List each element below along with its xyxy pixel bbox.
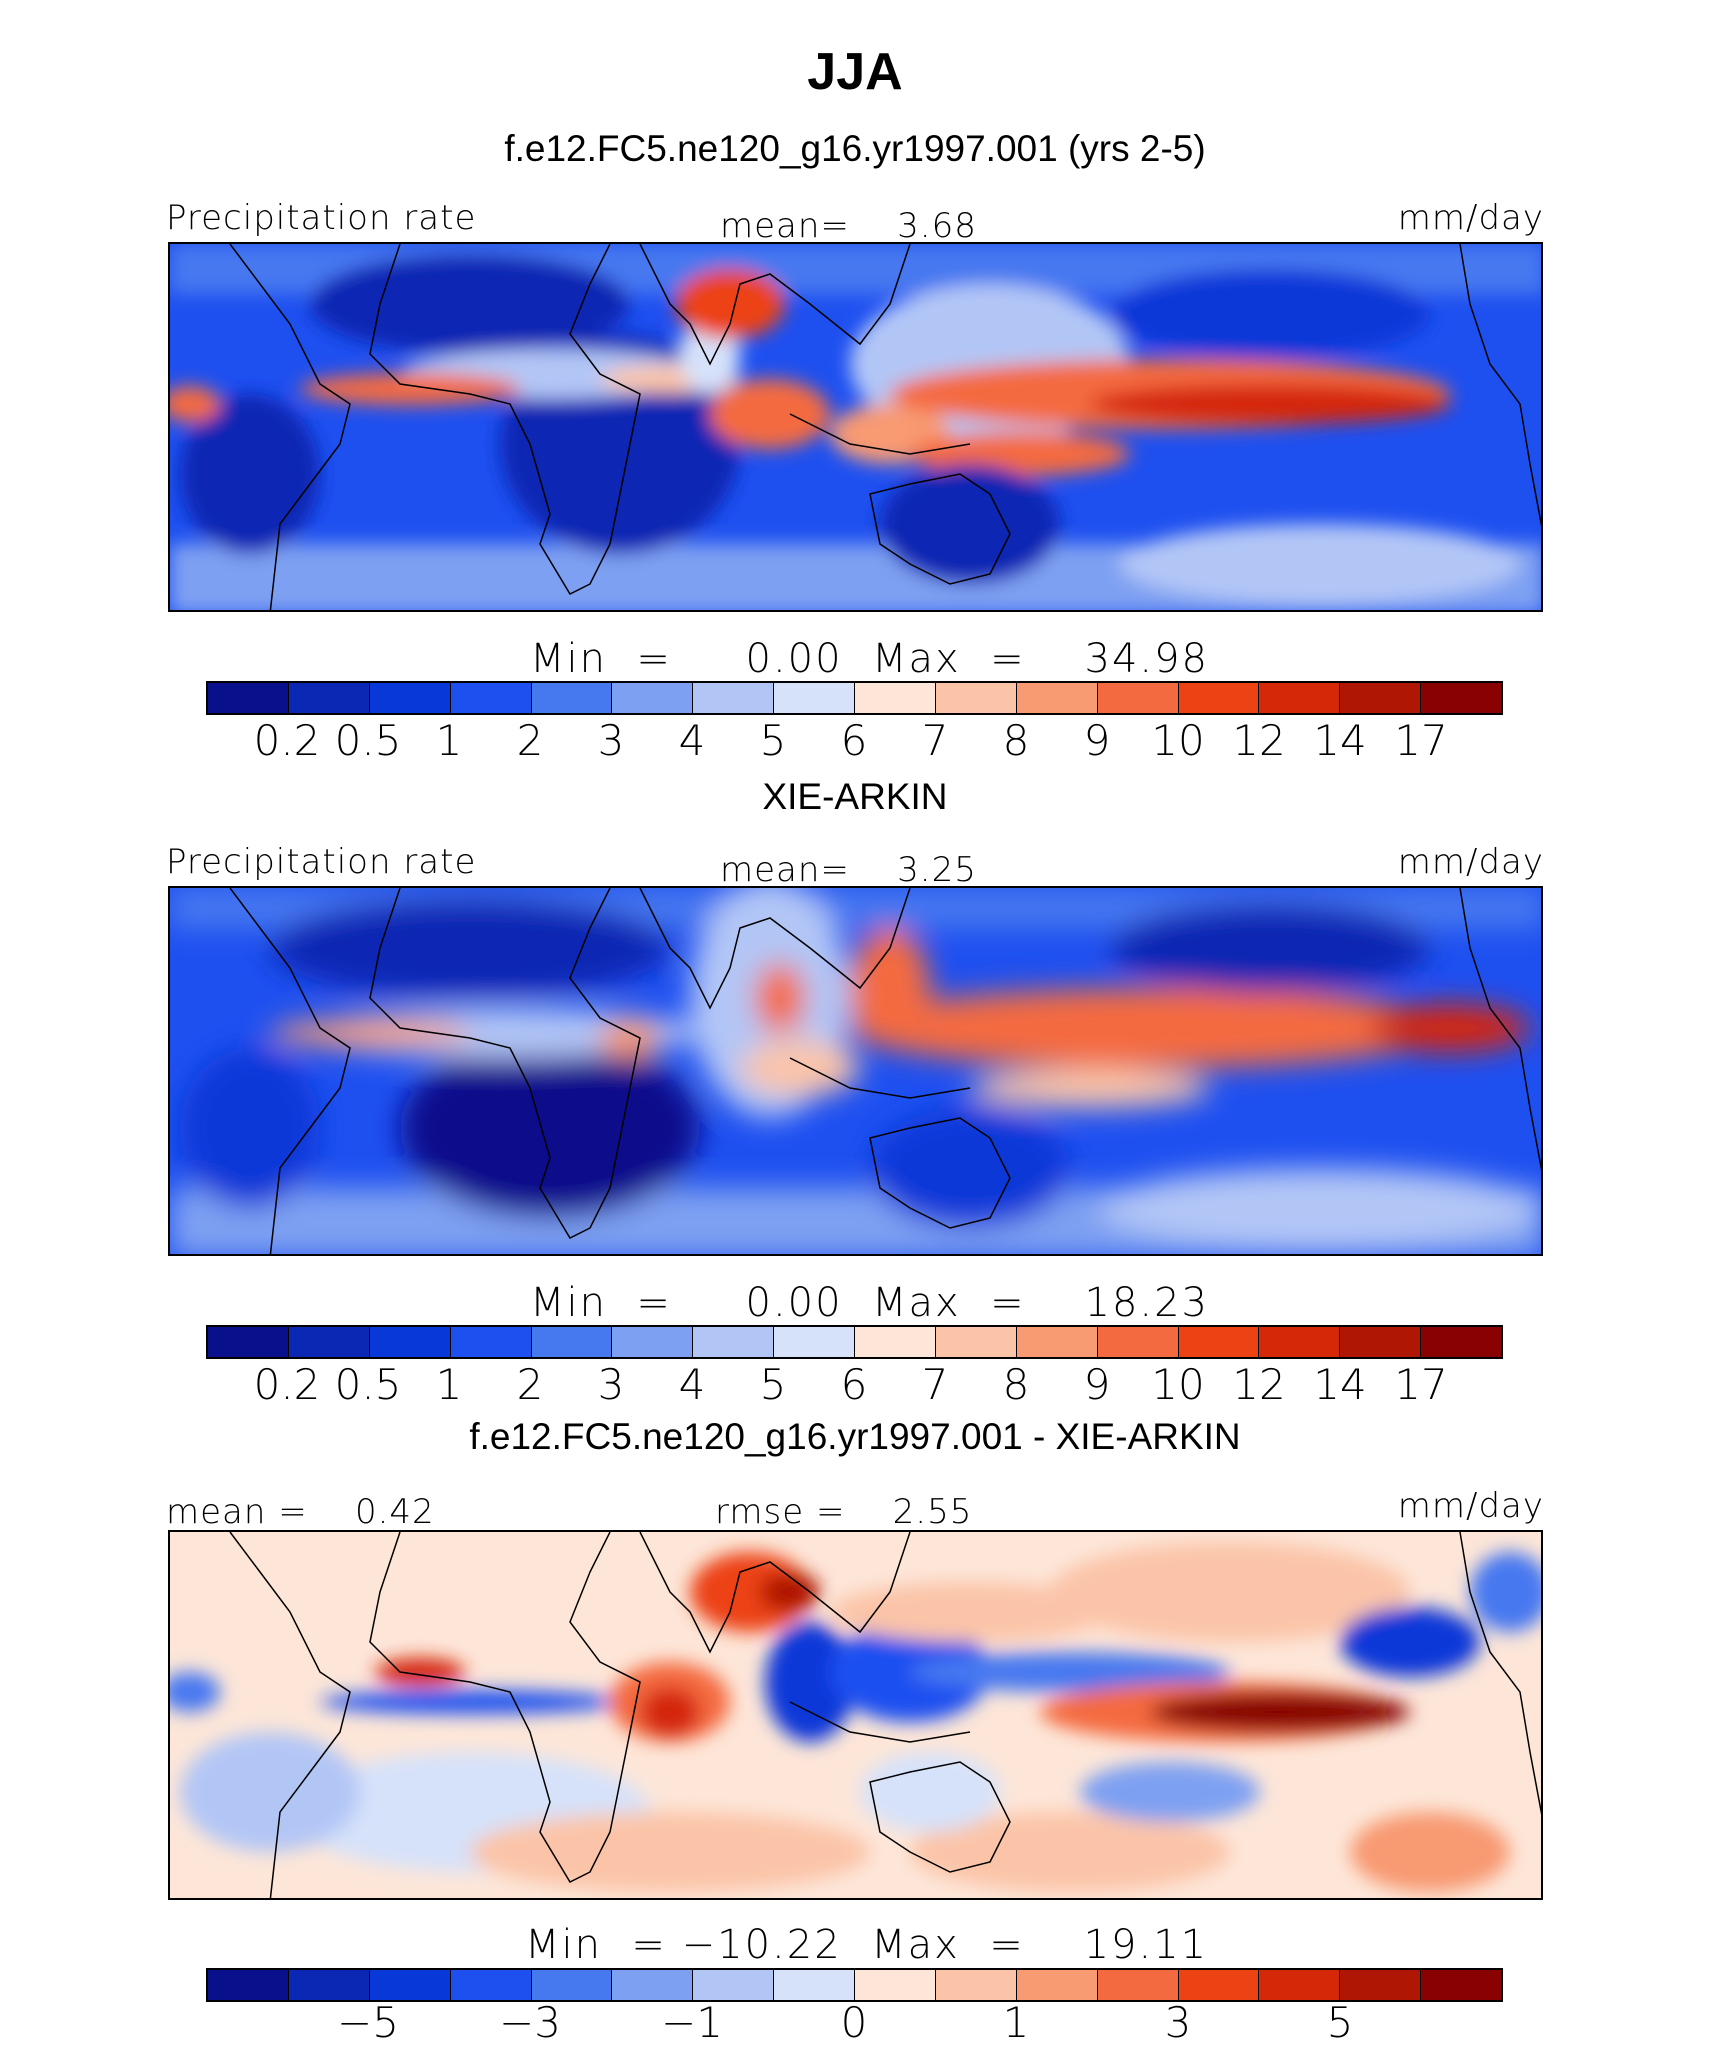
colorbar-tick: 14: [1313, 716, 1367, 765]
panel-3-title: f.e12.FC5.ne120_g16.yr1997.001 - XIE-ARK…: [469, 1416, 1241, 1457]
panel-2-min-max: Min = 0.00 Max = 18.23: [530, 1280, 1209, 1326]
colorbar-tick: 8: [1002, 716, 1030, 765]
panel-1-colorbar: [206, 681, 1503, 715]
colorbar-tick: 5: [1326, 1998, 1354, 2047]
colorbar-tick: 0: [840, 1998, 868, 2047]
panel-2-title: XIE-ARKIN: [762, 776, 948, 817]
colorbar-tick: 3: [597, 1360, 625, 1409]
colorbar-tick: 0.5: [334, 1360, 402, 1409]
panel-3-min-max: Min = −10.22 Max = 19.11: [525, 1922, 1209, 1968]
panel-3-rmse-label: rmse = 2.55: [715, 1492, 973, 1532]
colorbar-tick: 5: [759, 716, 787, 765]
colorbar-tick: 3: [1164, 1998, 1192, 2047]
colorbar-tick: 8: [1002, 1360, 1030, 1409]
colorbar-tick: 0.2: [253, 1360, 321, 1409]
panel-2-units-label: mm/day: [1397, 842, 1544, 882]
colorbar-tick: 1: [1002, 1998, 1030, 2047]
colorbar-tick: −1: [661, 1998, 723, 2047]
colorbar-tick: 9: [1083, 716, 1111, 765]
colorbar-tick: 10: [1151, 716, 1205, 765]
colorbar-tick: 12: [1232, 1360, 1286, 1409]
colorbar-tick: −3: [499, 1998, 561, 2047]
colorbar-tick: 14: [1313, 1360, 1367, 1409]
panel-1-map: [168, 242, 1543, 612]
panel-2-map: [168, 886, 1543, 1256]
panel-3-colorbar: [206, 1968, 1503, 2002]
colorbar-tick: 12: [1232, 716, 1286, 765]
colorbar-tick: 7: [921, 716, 949, 765]
colorbar-tick: 4: [678, 716, 706, 765]
colorbar-tick: 0.5: [334, 716, 402, 765]
panel-1-units-label: mm/day: [1397, 198, 1544, 238]
colorbar-tick: 17: [1394, 1360, 1448, 1409]
colorbar-tick: −5: [337, 1998, 399, 2047]
panel-1-variable-label: Precipitation rate: [166, 198, 477, 238]
colorbar-tick: 1: [435, 716, 463, 765]
colorbar-tick: 6: [840, 1360, 868, 1409]
colorbar-tick: 7: [921, 1360, 949, 1409]
panel-3-map: [168, 1530, 1543, 1900]
panel-3-mean-label: mean = 0.42: [166, 1492, 435, 1532]
colorbar-tick: 4: [678, 1360, 706, 1409]
figure-title: JJA: [807, 43, 903, 101]
colorbar-tick: 9: [1083, 1360, 1111, 1409]
colorbar-tick: 17: [1394, 716, 1448, 765]
colorbar-tick: 10: [1151, 1360, 1205, 1409]
panel-2-variable-label: Precipitation rate: [166, 842, 477, 882]
panel-1-min-max: Min = 0.00 Max = 34.98: [530, 636, 1209, 682]
colorbar-tick: 5: [759, 1360, 787, 1409]
panel-1-mean-label: mean= 3.68: [720, 206, 977, 246]
colorbar-tick: 1: [435, 1360, 463, 1409]
colorbar-tick: 0.2: [253, 716, 321, 765]
panel-1-title: f.e12.FC5.ne120_g16.yr1997.001 (yrs 2-5): [504, 128, 1206, 169]
colorbar-tick: 2: [516, 1360, 544, 1409]
colorbar-tick: 6: [840, 716, 868, 765]
colorbar-tick: 2: [516, 716, 544, 765]
colorbar-tick: 3: [597, 716, 625, 765]
panel-2-colorbar: [206, 1325, 1503, 1359]
panel-3-units-label: mm/day: [1397, 1486, 1544, 1526]
panel-2-mean-label: mean= 3.25: [720, 850, 977, 890]
